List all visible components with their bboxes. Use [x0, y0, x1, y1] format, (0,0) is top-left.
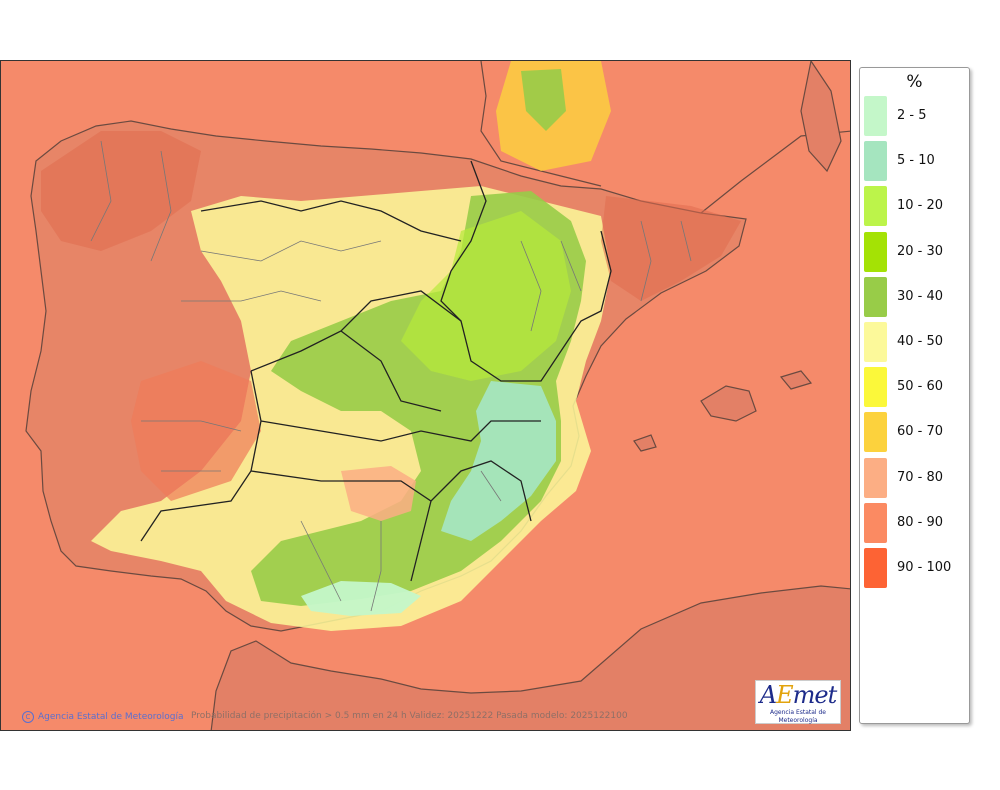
legend-row: 40 - 50 [864, 322, 968, 364]
map-canvas [1, 61, 850, 730]
legend-swatch [864, 231, 887, 272]
mallorca [700, 385, 757, 422]
legend-row: 30 - 40 [864, 276, 968, 319]
legend-label: 60 - 70 [897, 424, 944, 440]
legend-label: 2 - 5 [897, 108, 927, 123]
legend-row: 70 - 80 [864, 457, 968, 500]
zone-90-100-west [131, 361, 261, 501]
legend-swatch [864, 276, 887, 317]
legend-row: 2 - 5 [864, 96, 968, 138]
legend-unit: % [906, 72, 923, 92]
credit-text: Agencia Estatal de Meteorología [38, 712, 184, 722]
legend-swatch [864, 502, 887, 543]
sardinia [800, 61, 842, 173]
menorca [779, 370, 813, 390]
logo-subtitle: Agencia Estatal de Meteorología [769, 709, 826, 724]
north-africa [210, 585, 850, 730]
copyright-icon: C [22, 711, 34, 723]
legend-label: 20 - 30 [897, 243, 944, 259]
legend-swatch [864, 322, 887, 362]
region-borders [140, 160, 612, 582]
legend-row: 80 - 90 [864, 502, 968, 545]
legend-label: 50 - 60 [897, 379, 944, 395]
zone-80-90-catalonia [601, 196, 741, 301]
legend-label: 10 - 20 [897, 198, 944, 214]
copyright-credit: C Agencia Estatal de Meteorología [22, 711, 184, 723]
logo-wordmark: AEmet [759, 681, 837, 709]
zone-20-30 [401, 211, 571, 381]
legend-swatch [864, 96, 887, 136]
legend-label: 5 - 10 [897, 153, 935, 169]
zone-70-80-inland [341, 466, 416, 521]
legend-row: 20 - 30 [864, 231, 968, 274]
zone-80-90-north [41, 131, 201, 251]
legend-panel: % 2 - 5 5 - 10 10 - 20 20 - 30 30 - 40 40 - 5… [859, 67, 970, 724]
legend-swatch [864, 367, 887, 408]
legend-row: 5 - 10 [864, 141, 968, 183]
zone-30-40-north [521, 69, 566, 131]
legend-swatch [864, 412, 887, 453]
legend-swatch [864, 141, 887, 182]
zone-2-5 [301, 581, 421, 616]
legend-row: 50 - 60 [864, 367, 968, 409]
legend-row: 90 - 100 [864, 548, 968, 590]
province-borders [90, 140, 692, 612]
legend-label: 80 - 90 [897, 514, 944, 530]
legend-label: 30 - 40 [897, 288, 944, 304]
legend-swatch [864, 548, 887, 588]
legend-row: 10 - 20 [864, 186, 968, 228]
map-caption: Probabilidad de precipitación > 0.5 mm e… [191, 711, 628, 721]
legend-row: 60 - 70 [864, 412, 968, 454]
legend-label: 90 - 100 [897, 560, 952, 575]
legend-swatch [864, 457, 887, 498]
legend-swatch [864, 186, 887, 227]
aemet-logo: AEmet Agencia Estatal de Meteorología [755, 680, 841, 724]
ibiza [633, 434, 657, 452]
legend-label: 40 - 50 [897, 334, 944, 349]
legend-label: 70 - 80 [897, 469, 944, 485]
probability-map [0, 60, 851, 731]
